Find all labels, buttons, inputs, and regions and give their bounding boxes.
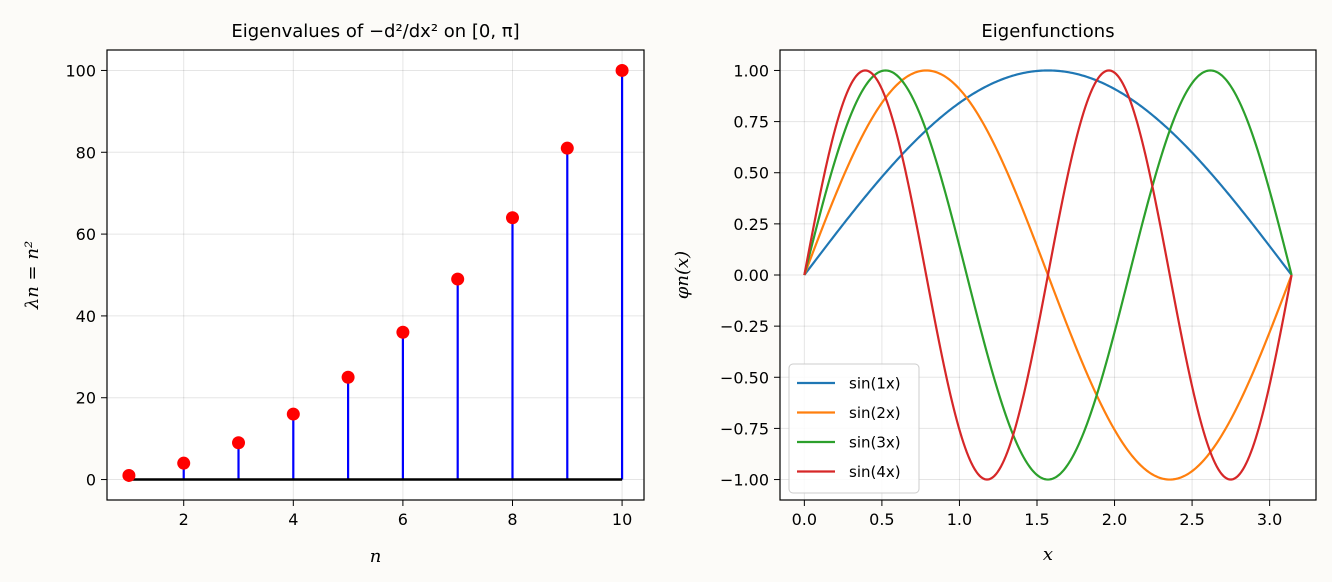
eigenvalues-frame: [106, 49, 645, 501]
stem-marker: [505, 211, 519, 225]
eigenfunctions-xtick-label: 2.5: [1179, 510, 1204, 529]
series-line-sin(4x): [803, 69, 1293, 481]
eigenfunctions-ylabel: φn(x): [672, 251, 693, 299]
stem-marker: [451, 272, 465, 286]
stem-marker: [560, 141, 574, 155]
eigenvalues-ytick-label: 0: [86, 471, 96, 490]
legend: sin(1x) sin(2x) sin(3x) sin(4x): [788, 363, 920, 494]
stem-marker: [615, 63, 629, 77]
eigenvalues-ytick-label: 60: [76, 225, 96, 244]
eigenfunctions-title: Eigenfunctions: [981, 21, 1114, 42]
legend-label: sin(2x): [849, 404, 901, 422]
eigenvalues-title: Eigenvalues of −d²/dx² on [0, π]: [231, 21, 519, 42]
eigenfunctions-xtick-label: 1.0: [947, 510, 972, 529]
eigenvalues-plot-area: [107, 50, 644, 500]
eigenfunctions-ytick-label: −0.25: [720, 317, 769, 336]
stem-marker: [177, 456, 191, 470]
eigenvalues-ytick-label: 40: [76, 307, 96, 326]
eigenvalues-marks: [122, 63, 629, 482]
eigenvalues-ylabel: λn = n²: [22, 241, 43, 310]
eigenvalues-xtick-label: 2: [179, 510, 189, 529]
stem-marker: [286, 407, 300, 421]
eigenfunctions-ytick-label: 0.50: [733, 164, 769, 183]
stem-marker: [122, 468, 136, 482]
eigenfunctions-marks: [803, 69, 1293, 481]
eigenvalues-ytick-label: 100: [65, 61, 96, 80]
eigenvalues-xtick-label: 8: [507, 510, 517, 529]
eigenfunctions-xlabel: x: [1043, 544, 1053, 565]
eigenvalues-ytick-label: 80: [76, 143, 96, 162]
eigenfunctions-ytick-label: −0.75: [720, 419, 769, 438]
series-line-sin(3x): [803, 69, 1293, 481]
eigenvalues-xtick-label: 4: [288, 510, 298, 529]
eigenfunctions-ytick-label: −1.00: [720, 471, 769, 490]
legend-box: [788, 363, 920, 494]
eigenfunctions-ytick-label: 1.00: [733, 61, 769, 80]
eigenfunctions-xtick-label: 0.0: [792, 510, 817, 529]
eigenfunctions-ytick-label: 0.75: [733, 113, 769, 132]
eigenfunctions-ytick-label: 0.00: [733, 266, 769, 285]
eigenfunctions-xtick-label: 2.0: [1102, 510, 1127, 529]
stem-marker: [341, 370, 355, 384]
legend-label: sin(1x): [849, 375, 901, 393]
eigenfunctions-ytick-label: −0.50: [720, 368, 769, 387]
series-line-sin(1x): [803, 69, 1293, 276]
eigenfunctions-xtick-label: 3.0: [1257, 510, 1282, 529]
eigenvalues-xtick-label: 10: [612, 510, 632, 529]
stem-marker: [396, 325, 410, 339]
legend-label: sin(4x): [849, 463, 901, 481]
eigenvalues-xlabel: n: [370, 546, 382, 567]
eigenfunctions-ytick-label: 0.25: [733, 215, 769, 234]
eigenfunctions-xtick-label: 0.5: [869, 510, 894, 529]
eigenfunctions-xtick-label: 1.5: [1024, 510, 1049, 529]
eigenvalues-ytick-label: 20: [76, 389, 96, 408]
eigenfunctions-chart: 0.0 0.5 1.0 1.5 2.0 2.5 3.0 −1.00 −0.75 −0.50 −0.2…: [672, 21, 1317, 565]
eigenfunctions-ticks: 0.0 0.5 1.0 1.5 2.0 2.5 3.0 −1.00 −0.75 −0.50 −0.2…: [720, 61, 1282, 529]
eigenvalues-xtick-label: 6: [398, 510, 408, 529]
stem-marker: [232, 436, 246, 450]
legend-label: sin(3x): [849, 434, 901, 452]
